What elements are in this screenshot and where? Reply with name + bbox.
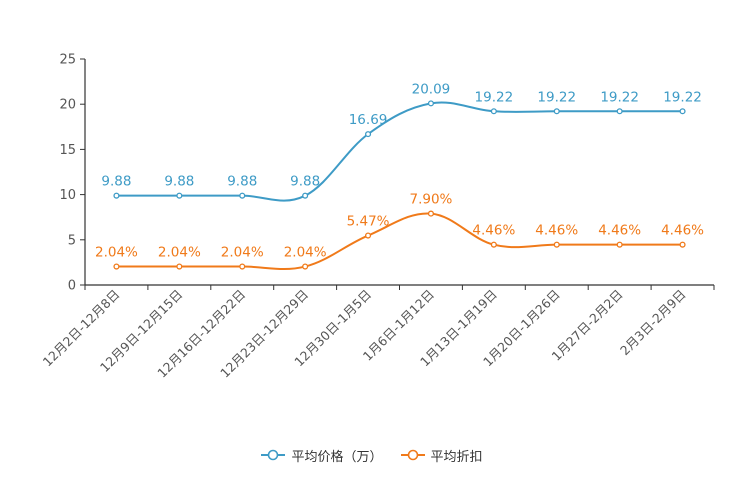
data-label: 5.47%: [347, 214, 390, 230]
data-point[interactable]: [490, 108, 497, 115]
data-label: 2.04%: [221, 245, 264, 261]
data-label: 2.04%: [158, 245, 201, 261]
data-label: 9.88: [101, 174, 131, 190]
data-point[interactable]: [302, 263, 309, 270]
x-tick-label: 2月3日-2月9日: [617, 287, 689, 359]
y-tick-label: 25: [59, 53, 76, 68]
data-point[interactable]: [239, 263, 246, 270]
data-label: 2.04%: [284, 245, 327, 261]
data-label: 4.46%: [661, 223, 704, 239]
y-tick-label: 5: [68, 233, 76, 248]
data-point[interactable]: [616, 241, 623, 248]
data-point[interactable]: [239, 192, 246, 199]
data-label: 4.46%: [535, 223, 578, 239]
series-line-2: [116, 212, 683, 271]
data-label: 19.22: [475, 89, 514, 105]
data-label: 19.22: [663, 89, 702, 105]
data-label: 19.22: [537, 89, 576, 105]
y-tick-label: 15: [59, 143, 76, 158]
data-point[interactable]: [176, 263, 183, 270]
legend-label-discount: 平均折扣: [430, 449, 483, 465]
data-label: 19.22: [600, 89, 639, 105]
data-label: 2.04%: [95, 245, 138, 261]
data-label: 20.09: [412, 81, 451, 97]
data-point[interactable]: [364, 232, 372, 239]
data-point[interactable]: [553, 241, 560, 248]
data-point[interactable]: [113, 192, 120, 199]
legend-swatch-discount: [400, 449, 425, 461]
series-lines: [116, 101, 683, 271]
data-labels: 9.88 9.88 9.88 9.88 16.69 20.09 19.22 19.22 19.2…: [95, 81, 704, 260]
data-label: 4.46%: [598, 223, 641, 239]
data-point[interactable]: [679, 108, 686, 115]
data-point[interactable]: [364, 131, 372, 138]
data-point[interactable]: [553, 108, 560, 115]
data-point[interactable]: [490, 241, 497, 248]
series-points: [113, 100, 686, 270]
data-point[interactable]: [616, 108, 623, 115]
y-tick-label: 20: [59, 98, 76, 113]
legend-item-discount[interactable]: 平均折扣: [400, 446, 483, 465]
data-label: 16.69: [349, 112, 388, 128]
y-tick-label: 10: [59, 188, 76, 203]
legend-label-price: 平均价格（万）: [291, 449, 383, 465]
data-label: 7.90%: [410, 192, 453, 208]
data-point[interactable]: [113, 263, 120, 270]
data-label: 9.88: [290, 174, 320, 190]
data-point[interactable]: [176, 192, 183, 199]
series-line-1: [116, 101, 683, 202]
data-point[interactable]: [679, 241, 686, 248]
data-label: 9.88: [227, 174, 257, 190]
data-point[interactable]: [427, 100, 435, 107]
legend-item-price[interactable]: 平均价格（万）: [261, 446, 383, 465]
data-label: 4.46%: [472, 223, 515, 239]
data-label: 9.88: [164, 174, 194, 190]
data-point[interactable]: [427, 210, 435, 217]
legend-swatch-price: [261, 449, 286, 461]
legend: 平均价格（万） 平均折扣: [0, 444, 744, 466]
data-point[interactable]: [302, 192, 309, 199]
y-tick-label: 0: [68, 279, 76, 294]
